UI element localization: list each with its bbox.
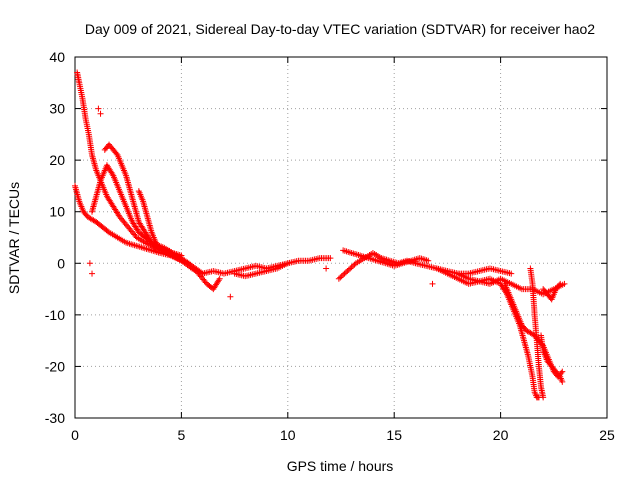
data-point (557, 280, 564, 287)
data-point (89, 270, 96, 277)
x-tick-label: 5 (178, 427, 186, 443)
y-tick-label: 40 (49, 49, 65, 65)
plot-frame (74, 56, 608, 419)
x-tick-label: 0 (71, 427, 79, 443)
data-point (342, 269, 349, 276)
series-arc-b (74, 69, 223, 293)
x-axis-label: GPS time / hours (287, 458, 394, 474)
data-point (178, 252, 185, 259)
x-tick-label: 10 (280, 427, 296, 443)
series-arc-o (540, 280, 564, 303)
data-point (540, 394, 547, 401)
data-point (348, 264, 355, 271)
data-point (350, 262, 357, 269)
y-axis-label: SDTVAR / TECUs (6, 182, 22, 294)
data-point (284, 260, 291, 267)
y-tick-labels: 40 30 20 10 0 -10 -20 -30 (45, 49, 65, 426)
data-point (86, 260, 93, 267)
y-tick-label: -30 (45, 410, 65, 426)
x-tick-label: 25 (599, 427, 615, 443)
data-point (556, 282, 563, 289)
data-point (340, 271, 347, 278)
series-arc-h (335, 249, 515, 282)
data-point (216, 275, 223, 282)
data-point (227, 293, 234, 300)
chart-title: Day 009 of 2021, Sidereal Day-to-day VTE… (85, 21, 595, 37)
data-point (556, 372, 563, 379)
data-point (341, 270, 348, 277)
y-tick-label: 20 (49, 152, 65, 168)
y-tick-label: -20 (45, 358, 65, 374)
data-point (327, 255, 334, 262)
x-tick-label: 15 (386, 427, 402, 443)
x-tick-labels: 0 5 10 15 20 25 (71, 427, 615, 443)
data-point (425, 257, 432, 264)
data-point (508, 270, 515, 277)
grid (75, 57, 607, 418)
data-point (347, 265, 354, 272)
series-arc-e (135, 188, 185, 259)
data-point (323, 265, 330, 272)
data-point (559, 378, 566, 385)
y-tick-label: 0 (57, 255, 65, 271)
data-point (345, 266, 352, 273)
data-point (338, 273, 345, 280)
series-arc-i (340, 247, 432, 269)
y-tick-label: -10 (45, 307, 65, 323)
data-point (344, 268, 351, 275)
data-point (429, 280, 436, 287)
data-point (559, 368, 566, 375)
data-point (337, 274, 344, 281)
data-point (95, 105, 102, 112)
series-isolated (86, 105, 436, 300)
data-point (335, 275, 342, 282)
data-points (72, 69, 568, 401)
y-tick-label: 10 (49, 204, 65, 220)
series-arc-d (101, 141, 206, 277)
series-arc-g (231, 260, 291, 280)
data-point (351, 261, 358, 268)
series-arc-m (527, 265, 547, 401)
series-arc-n (538, 332, 566, 385)
data-point (113, 150, 120, 157)
data-point (97, 110, 104, 117)
data-point (132, 233, 139, 240)
data-point (215, 277, 222, 284)
y-tick-label: 30 (49, 101, 65, 117)
data-point (109, 171, 116, 178)
axis-ticks (74, 56, 608, 419)
x-tick-label: 20 (493, 427, 509, 443)
